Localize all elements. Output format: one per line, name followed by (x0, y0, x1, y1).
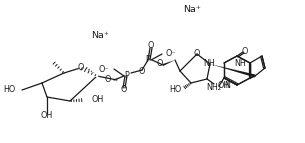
Text: OH: OH (91, 95, 103, 104)
Text: Na⁺: Na⁺ (183, 5, 201, 14)
Text: O: O (148, 41, 154, 50)
Text: P: P (125, 72, 129, 81)
Text: N: N (224, 81, 230, 90)
Text: HO: HO (3, 86, 15, 95)
Text: NH: NH (234, 58, 246, 67)
Text: O⁻: O⁻ (166, 49, 177, 58)
Text: OH: OH (41, 112, 53, 121)
Text: Na⁺: Na⁺ (91, 31, 109, 40)
Text: O: O (78, 62, 84, 72)
Text: OH: OH (217, 81, 229, 90)
Text: O⁻: O⁻ (99, 64, 109, 74)
Text: O: O (194, 48, 200, 57)
Text: NH₂: NH₂ (206, 84, 221, 93)
Text: O: O (139, 67, 145, 77)
Polygon shape (163, 60, 175, 66)
Text: O: O (121, 86, 127, 95)
Text: P: P (145, 55, 150, 64)
Text: O: O (157, 59, 163, 68)
Text: NH: NH (203, 58, 215, 67)
Text: O: O (242, 46, 248, 55)
Text: O: O (105, 76, 111, 85)
Polygon shape (210, 64, 255, 78)
Text: HO: HO (169, 85, 181, 94)
